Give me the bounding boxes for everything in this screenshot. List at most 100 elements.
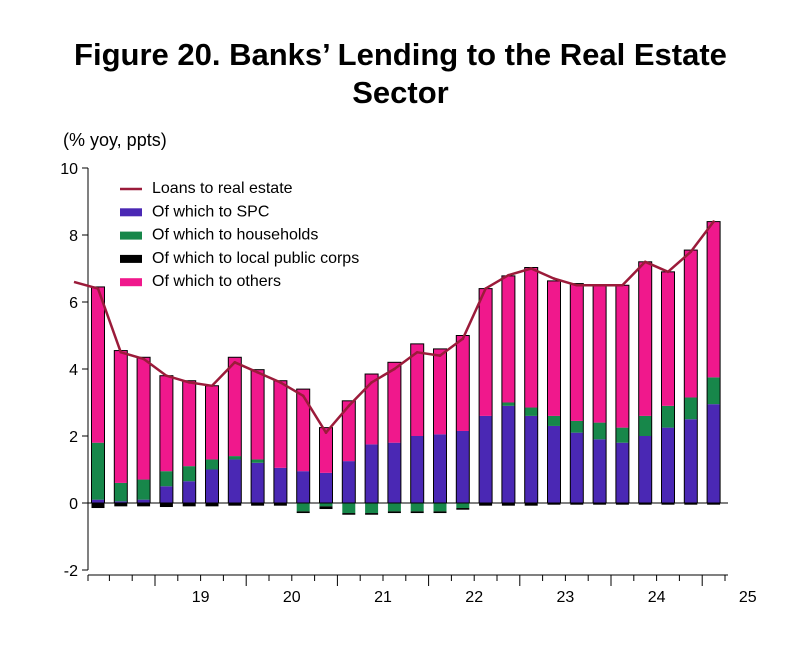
bar-segment	[228, 459, 242, 503]
y-tick-label: 4	[69, 362, 78, 379]
y-tick-label: 6	[69, 295, 78, 312]
bar-segment	[228, 456, 242, 460]
bar-segment	[593, 439, 607, 503]
bar-segment	[570, 420, 584, 433]
bar-segment	[365, 513, 379, 515]
bar-segment	[182, 380, 196, 467]
bar-segment	[182, 481, 196, 503]
legend-label: Of which to SPC	[152, 203, 269, 220]
bar-segment	[433, 511, 447, 514]
bar-segment	[547, 425, 561, 503]
bar-segment	[251, 459, 265, 463]
bar-segment	[661, 405, 675, 428]
line-point	[415, 350, 419, 354]
bar-segment	[342, 461, 356, 503]
bar-segment	[319, 506, 333, 510]
x-tick-label: 19	[192, 589, 210, 606]
bar-segment	[661, 427, 675, 503]
line-point	[575, 283, 579, 287]
bars-layer	[91, 221, 721, 515]
line-point	[529, 267, 533, 270]
bar-segment	[114, 350, 128, 483]
bar-segment	[159, 375, 173, 472]
bar-segment	[661, 503, 675, 505]
bar-segment	[479, 288, 493, 416]
bar-segment	[684, 397, 698, 420]
bar-segment	[342, 400, 356, 462]
bar-segment	[228, 357, 242, 457]
bar-segment	[319, 503, 333, 507]
line-point	[643, 260, 647, 264]
bar-segment	[91, 499, 105, 503]
bar-segment	[570, 432, 584, 503]
bar-segment	[137, 499, 151, 503]
line-point	[301, 394, 305, 398]
bar-segment	[159, 471, 173, 487]
bar-segment	[501, 402, 515, 406]
bar-segment	[205, 385, 219, 460]
bar-segment	[456, 335, 470, 431]
bar-segment	[387, 503, 401, 512]
bar-segment	[387, 442, 401, 503]
line-point	[598, 283, 601, 287]
bar-segment	[615, 427, 629, 443]
bar-segment	[479, 503, 493, 506]
line-point	[119, 350, 123, 354]
bar-segment	[661, 271, 675, 406]
bar-segment	[707, 221, 721, 378]
bar-segment	[615, 503, 629, 505]
x-tick-label: 21	[374, 589, 392, 606]
bar-segment	[159, 486, 173, 503]
line-point	[689, 250, 693, 254]
bar-segment	[387, 362, 401, 443]
bar-segment	[410, 511, 424, 514]
bar-segment	[501, 503, 515, 506]
bar-segment	[205, 459, 219, 470]
bar-segment	[114, 503, 128, 507]
bar-segment	[547, 415, 561, 426]
bar-segment	[342, 503, 356, 514]
line-point	[210, 384, 214, 388]
line-point	[552, 277, 556, 280]
bar-segment	[410, 503, 424, 512]
bar-segment	[433, 348, 447, 435]
bar-segment	[684, 503, 698, 505]
bar-segment	[638, 261, 652, 416]
bar-segment	[205, 503, 219, 507]
legend-swatch	[120, 208, 142, 217]
bar-segment	[365, 444, 379, 503]
bar-segment	[615, 442, 629, 503]
bar-segment	[684, 419, 698, 503]
x-tick-label: 22	[465, 589, 483, 606]
bar-segment	[228, 503, 242, 506]
x-tick-label: 24	[648, 589, 666, 606]
line-point	[461, 337, 465, 341]
chart-title-line-2: Sector	[352, 75, 449, 110]
bar-segment	[456, 508, 470, 510]
bar-segment	[707, 377, 721, 405]
bar-segment	[273, 503, 287, 506]
bar-segment	[296, 503, 310, 512]
x-tick-label: 25	[739, 589, 757, 606]
bar-segment	[365, 503, 379, 514]
bar-segment	[91, 442, 105, 500]
x-tick-label: 20	[283, 589, 301, 606]
legend-label: Loans to real estate	[152, 180, 293, 197]
bar-segment	[433, 434, 447, 503]
bar-segment	[524, 267, 538, 408]
line-point	[187, 381, 191, 384]
line-point	[233, 361, 237, 364]
legend-swatch	[120, 278, 142, 287]
chart-title-line-1: Figure 20. Banks’ Lending to the Real Es…	[74, 37, 727, 72]
line-point	[347, 404, 351, 408]
line-point	[165, 374, 168, 378]
bar-segment	[387, 511, 401, 514]
bar-segment	[182, 503, 196, 507]
bar-segment	[273, 467, 287, 503]
bar-segment	[273, 380, 287, 468]
line-point	[393, 367, 396, 371]
line-point	[142, 357, 145, 361]
bar-segment	[593, 285, 607, 423]
